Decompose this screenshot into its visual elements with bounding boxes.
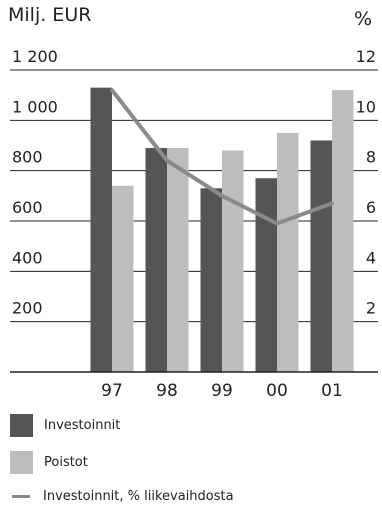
x-tick-label: 00 <box>266 381 288 401</box>
bar-investoinnit <box>255 178 277 372</box>
x-tick-label: 01 <box>321 381 343 401</box>
x-tick-label: 97 <box>101 381 123 401</box>
right-axis-unit: % <box>353 8 372 30</box>
legend-label-percent: Investoinnit, % liikevaihdosta <box>43 489 234 504</box>
left-tick-label: 1 000 <box>12 97 58 116</box>
left-tick-label: 1 200 <box>12 47 58 66</box>
right-tick-label: 8 <box>366 148 376 167</box>
bar-investoinnit <box>145 148 167 372</box>
legend-label-poistot: Poistot <box>44 455 88 470</box>
bar-investoinnit <box>200 188 222 372</box>
x-tick-label: 99 <box>211 381 233 401</box>
bar-poistot <box>277 132 299 372</box>
right-tick-label: 12 <box>356 47 376 66</box>
bar-investoinnit <box>310 140 332 372</box>
bar-poistot <box>167 148 189 372</box>
bar-poistot <box>332 90 354 372</box>
left-tick-label: 800 <box>12 148 43 167</box>
bar-poistot <box>112 185 134 372</box>
legend-swatch-poistot <box>10 451 33 474</box>
legend-item-poistot: Poistot <box>10 451 88 474</box>
left-axis-unit: Milj. EUR <box>8 4 92 26</box>
left-tick-label: 600 <box>12 198 43 217</box>
legend-label-investoinnit: Investoinnit <box>44 418 121 433</box>
right-tick-label: 10 <box>356 97 376 116</box>
right-tick-label: 6 <box>366 198 376 217</box>
bar-poistot <box>222 150 244 372</box>
legend-item-percent: Investoinnit, % liikevaihdosta <box>10 489 234 504</box>
left-tick-label: 400 <box>12 248 43 267</box>
legend-swatch-investoinnit <box>10 414 33 437</box>
x-tick-label: 98 <box>156 381 178 401</box>
legend-swatch-percent <box>12 495 30 498</box>
right-tick-label: 4 <box>366 248 376 267</box>
bar-investoinnit <box>90 87 112 372</box>
legend-item-investoinnit: Investoinnit <box>10 414 120 437</box>
left-tick-label: 200 <box>12 299 43 318</box>
right-tick-label: 2 <box>366 299 376 318</box>
